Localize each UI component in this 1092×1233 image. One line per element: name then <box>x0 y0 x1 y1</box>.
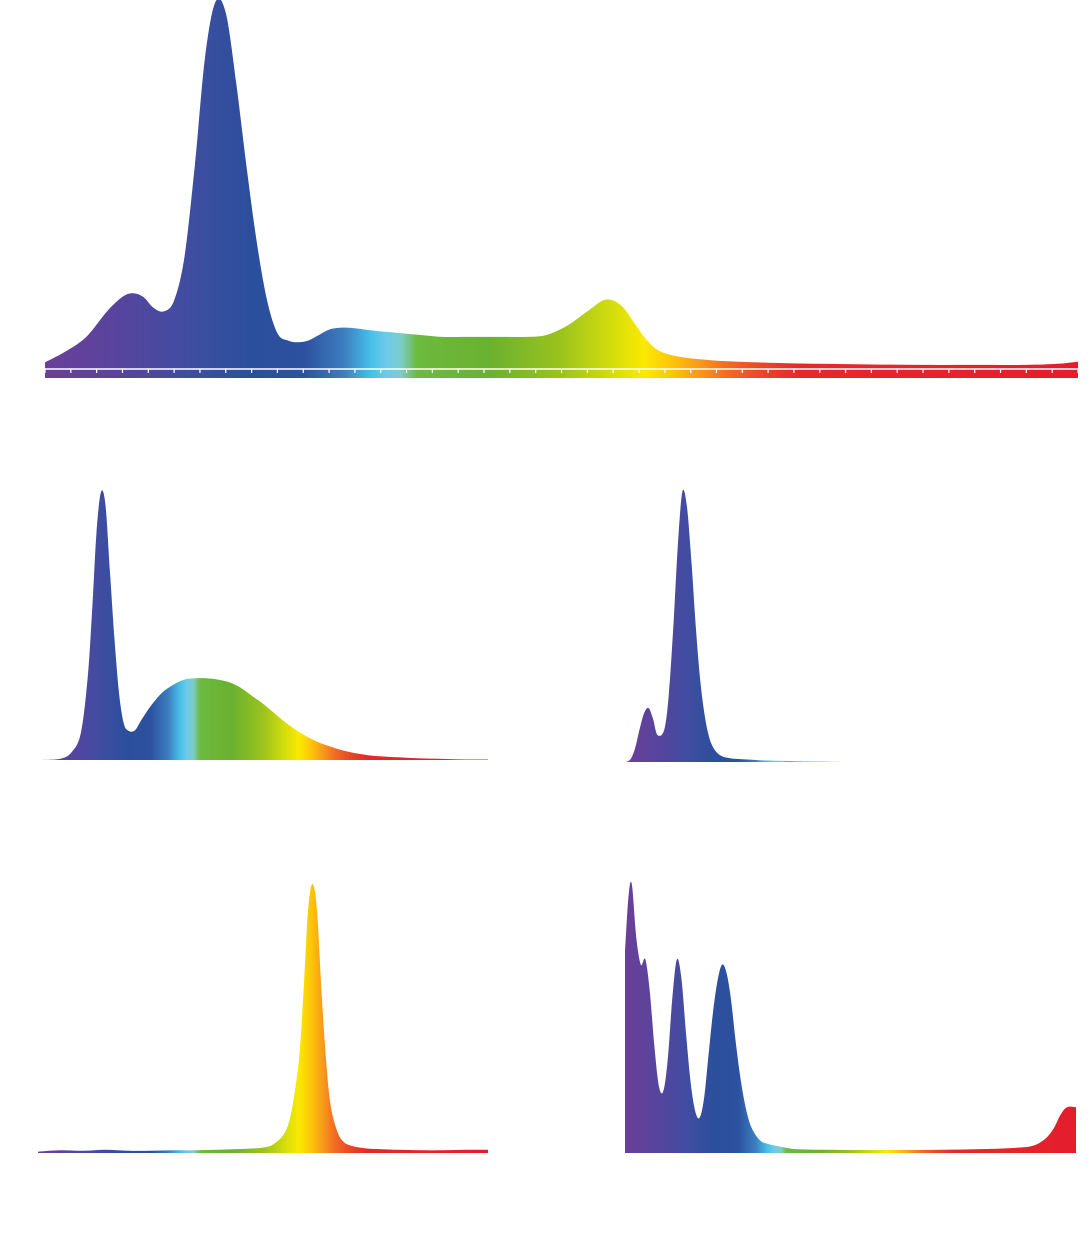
chart-panel-bottom-right <box>625 881 1076 1153</box>
spectrum-area <box>38 884 488 1153</box>
chart-panel-middle-left <box>38 490 488 760</box>
spectrum-area <box>626 489 851 762</box>
chart-panel-middle-right <box>626 489 851 762</box>
chart-panel-top <box>44 0 1079 378</box>
chart-panel-bottom-left <box>38 884 488 1153</box>
spectrum-area <box>625 881 1076 1153</box>
spectrum-area <box>45 0 1078 366</box>
spectrum-area <box>38 490 488 760</box>
